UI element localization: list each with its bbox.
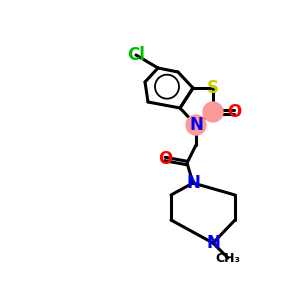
Text: N: N	[206, 234, 220, 252]
Text: N: N	[186, 174, 200, 192]
Circle shape	[203, 102, 223, 122]
Text: O: O	[227, 103, 241, 121]
Text: CH₃: CH₃	[215, 251, 241, 265]
Text: O: O	[158, 150, 172, 168]
Text: S: S	[207, 79, 219, 97]
Text: Cl: Cl	[127, 46, 145, 64]
Circle shape	[186, 115, 206, 135]
Text: N: N	[189, 116, 203, 134]
